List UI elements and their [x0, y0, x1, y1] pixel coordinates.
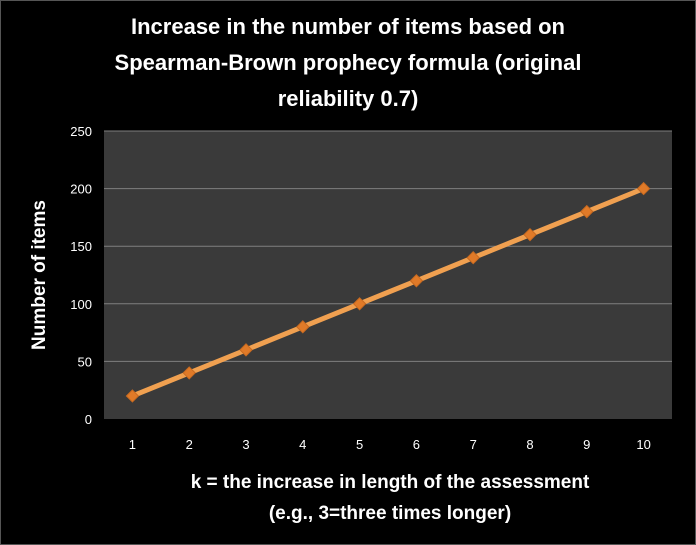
chart-title-line-2: Spearman-Brown prophecy formula (origina…	[115, 50, 582, 75]
y-axis-title: Number of items	[29, 200, 50, 350]
y-tick-label: 50	[78, 354, 92, 369]
x-tick-label: 9	[583, 437, 590, 452]
x-tick-label: 3	[242, 437, 249, 452]
x-tick-labels: 1 2 3 4 5 6 7 8 9 10	[129, 437, 651, 452]
x-tick-label: 2	[186, 437, 193, 452]
x-tick-label: 4	[299, 437, 306, 452]
y-tick-label: 0	[85, 412, 92, 427]
x-tick-label: 10	[636, 437, 650, 452]
series-line	[129, 186, 647, 399]
data-point	[125, 389, 140, 403]
data-point	[352, 297, 367, 311]
x-tick-label: 6	[413, 437, 420, 452]
data-point	[182, 366, 196, 380]
data-point	[580, 204, 594, 219]
gridlines	[104, 130, 672, 362]
chart-title-line-1: Increase in the number of items based on	[131, 14, 565, 39]
data-point	[466, 251, 480, 265]
x-tick-label: 7	[470, 437, 477, 452]
x-axis-title-line-1: k = the increase in length of the assess…	[191, 472, 590, 493]
x-axis-title-line-2: (e.g., 3=three times longer)	[269, 503, 511, 524]
data-point	[523, 227, 537, 242]
data-point	[409, 274, 424, 288]
y-tick-label: 100	[70, 297, 92, 312]
y-tick-label: 200	[70, 182, 92, 197]
y-tick-labels: 0 50 100 150 200 250	[70, 124, 92, 427]
data-point	[636, 181, 651, 196]
y-tick-label: 250	[70, 124, 92, 139]
x-tick-label: 5	[356, 437, 363, 452]
series-group	[125, 181, 651, 403]
x-tick-label: 8	[526, 437, 533, 452]
chart-title-line-3: reliability 0.7)	[278, 86, 419, 111]
data-point	[296, 320, 310, 334]
data-point	[239, 343, 253, 357]
y-tick-label: 150	[70, 239, 92, 254]
x-tick-label: 1	[129, 437, 136, 452]
